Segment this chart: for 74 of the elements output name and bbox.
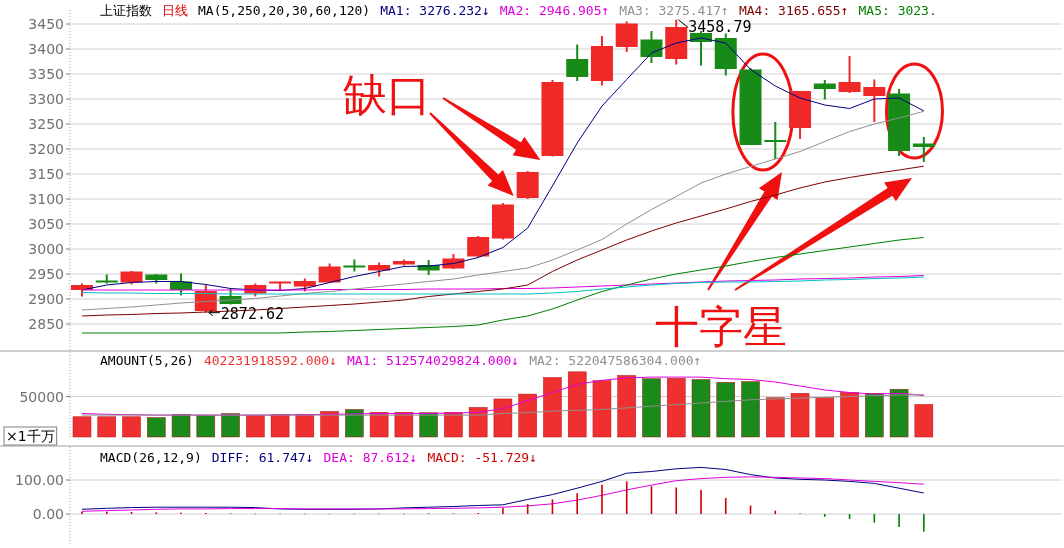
bar bbox=[790, 393, 810, 438]
annotation: 3458.79 bbox=[688, 17, 752, 36]
bar bbox=[320, 411, 339, 438]
bar bbox=[196, 415, 216, 438]
bar bbox=[171, 414, 191, 438]
text: MA1: 512574029824.000↓ bbox=[346, 353, 520, 368]
y-tick-label: 3250 bbox=[28, 116, 64, 132]
bar bbox=[716, 382, 736, 438]
bar bbox=[642, 378, 661, 438]
text: MA5: 3023. bbox=[858, 3, 937, 18]
candlestick bbox=[863, 78, 886, 123]
candlestick bbox=[838, 55, 861, 94]
line-series bbox=[81, 476, 925, 512]
bar bbox=[122, 416, 141, 438]
y-tick-label: 2950 bbox=[28, 266, 64, 282]
bar bbox=[914, 404, 934, 438]
text: MA4: 3165.655↑ bbox=[738, 3, 849, 18]
candlestick bbox=[640, 30, 663, 64]
bar bbox=[691, 379, 711, 438]
bar bbox=[741, 381, 760, 438]
chart-title: 上证指数 bbox=[100, 3, 152, 18]
bar bbox=[493, 398, 513, 438]
bar bbox=[617, 375, 636, 438]
bar bbox=[295, 414, 315, 438]
y-tick-label: 3200 bbox=[28, 141, 64, 157]
bar bbox=[468, 407, 488, 438]
bar bbox=[815, 397, 835, 438]
y-tick-label: 3400 bbox=[28, 41, 64, 57]
y-tick-label: 0.00 bbox=[32, 506, 64, 523]
text: MA2: 2946.905↑ bbox=[499, 3, 610, 18]
legend-title: MACD(26,12,9) bbox=[100, 450, 202, 465]
y-tick-label: 3300 bbox=[28, 91, 64, 107]
candlestick bbox=[566, 43, 589, 82]
candlestick bbox=[764, 121, 787, 160]
annotation: 缺口 bbox=[343, 69, 431, 120]
bar bbox=[147, 417, 166, 438]
legend-title: AMOUNT(5,26) bbox=[100, 353, 194, 368]
annotation: 十字星 bbox=[655, 301, 787, 352]
candlestick bbox=[813, 79, 836, 101]
text: 402231918592.000↓ bbox=[203, 353, 337, 368]
bar bbox=[270, 414, 290, 438]
y-tick-label: 3050 bbox=[28, 216, 64, 232]
bar bbox=[840, 392, 859, 438]
text: MA3: 3275.417↑ bbox=[619, 3, 729, 18]
candlestick bbox=[615, 20, 638, 53]
text: MACD: -51.729↓ bbox=[427, 450, 537, 465]
y-tick-label: 2900 bbox=[28, 291, 64, 307]
bar bbox=[889, 388, 909, 438]
text: ×1千万 bbox=[6, 428, 55, 444]
bar bbox=[246, 415, 265, 438]
text: DEA: 87.612↓ bbox=[323, 450, 418, 465]
bar bbox=[766, 397, 785, 438]
text: DIFF: 61.747↓ bbox=[211, 450, 314, 465]
bar bbox=[865, 393, 884, 438]
y-tick-label: 2850 bbox=[28, 316, 64, 332]
bar bbox=[567, 371, 587, 438]
y-tick-label: 50000 bbox=[19, 388, 64, 405]
y-tick-label: 3450 bbox=[28, 16, 64, 32]
bar bbox=[72, 416, 92, 438]
bar bbox=[518, 393, 537, 438]
bar bbox=[97, 416, 117, 438]
y-tick-label: 3100 bbox=[28, 191, 64, 207]
y-tick-label: 3150 bbox=[28, 166, 64, 182]
y-tick-label: 100.00 bbox=[15, 472, 64, 489]
annotation: 2872.62 bbox=[220, 304, 285, 323]
legend-title: MA(5,250,20,30,60,120) bbox=[198, 3, 371, 18]
bar bbox=[666, 378, 686, 438]
y-tick-label: 3000 bbox=[28, 241, 64, 257]
text: MA1: 3276.232↓ bbox=[380, 3, 490, 18]
bar bbox=[543, 377, 562, 438]
text: MA2: 522047586304.000↑ bbox=[529, 353, 702, 368]
bar bbox=[592, 380, 612, 438]
y-tick-label: 3350 bbox=[28, 66, 64, 82]
chart-subtitle: 日线 bbox=[162, 3, 188, 18]
